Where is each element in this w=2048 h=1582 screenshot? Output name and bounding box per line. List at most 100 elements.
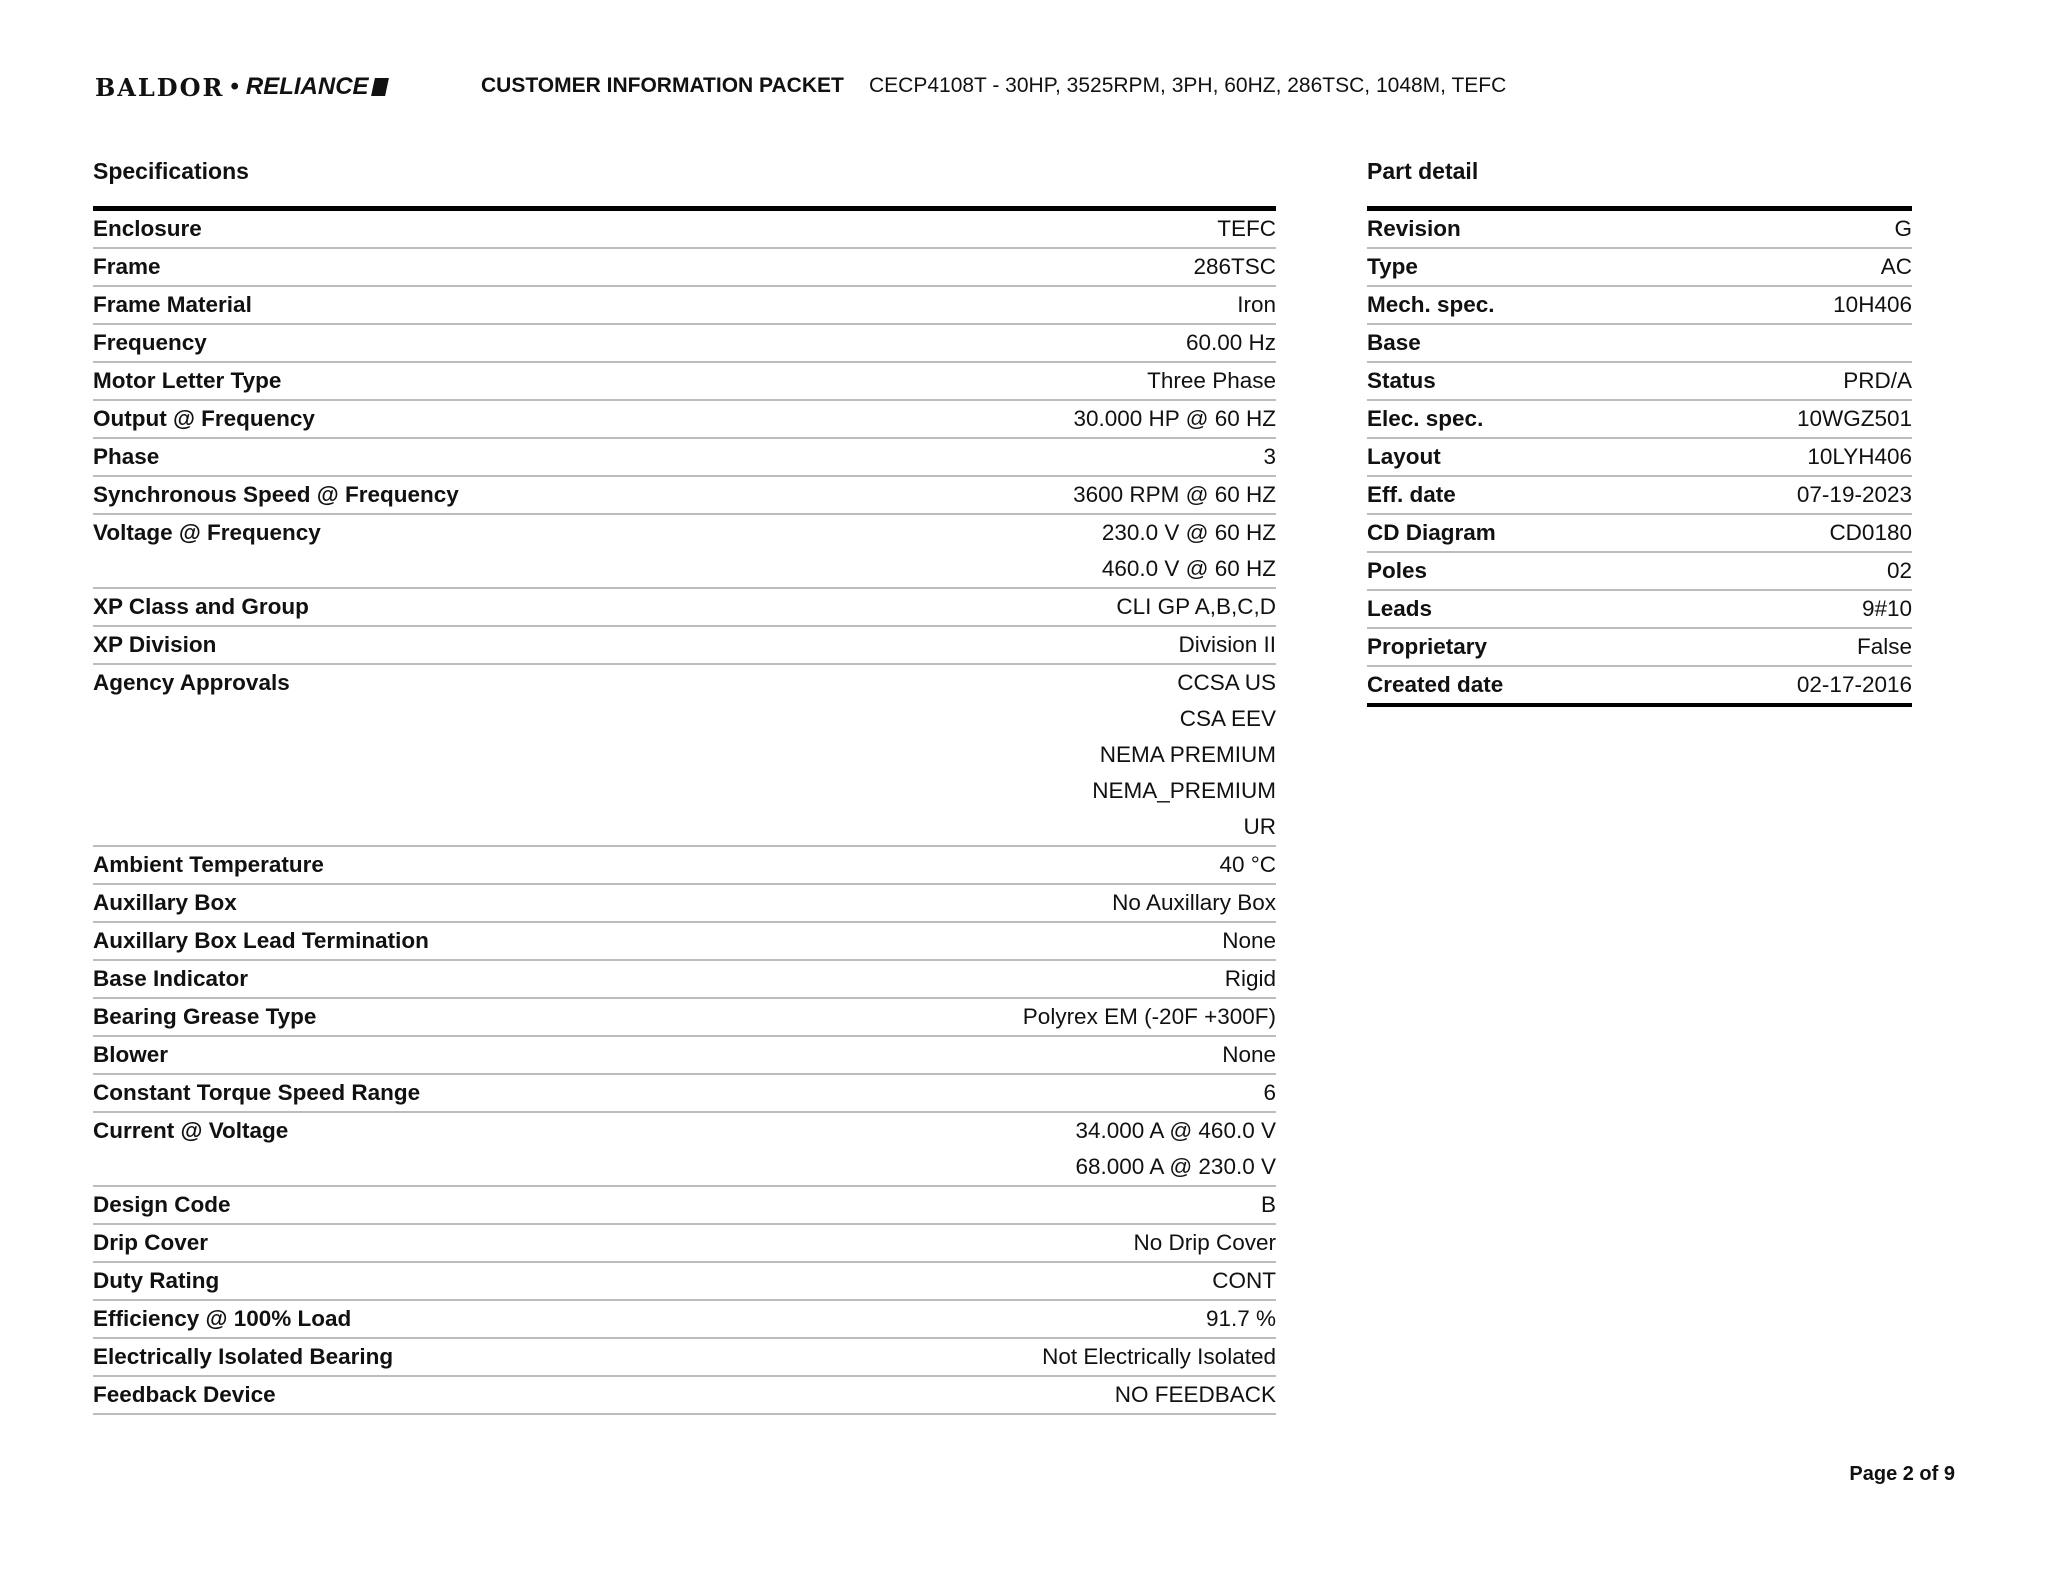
row-values: False (1857, 629, 1912, 665)
row-label: Frame (93, 254, 161, 279)
table-row: Mech. spec. 10H406 (1367, 287, 1912, 325)
row-label: Frame Material (93, 292, 252, 317)
row-values: 3 (1263, 439, 1276, 475)
baldor-reliance-logo: BALDOR • RELIANCE (95, 72, 389, 102)
row-label: Voltage @ Frequency (93, 520, 321, 545)
table-row: Drip Cover No Drip Cover (93, 1225, 1276, 1263)
row-values: 34.000 A @ 460.0 V 68.000 A @ 230.0 V (1075, 1113, 1276, 1185)
row-label: Feedback Device (93, 1382, 276, 1407)
row-label: Current @ Voltage (93, 1118, 289, 1143)
row-label: Efficiency @ 100% Load (93, 1306, 352, 1331)
row-value: Iron (1237, 292, 1276, 317)
row-label: Status (1367, 368, 1436, 393)
row-value: 230.0 V @ 60 HZ (1101, 520, 1276, 545)
row-value: 02 (1886, 558, 1912, 583)
row-value: NO FEEDBACK (1114, 1382, 1276, 1407)
row-value: 10WGZ501 (1796, 406, 1912, 431)
row-values: None (1222, 923, 1276, 959)
row-values: 9#10 (1862, 591, 1912, 627)
table-row: Design Code B (93, 1187, 1276, 1225)
row-value: CLI GP A,B,C,D (1116, 594, 1276, 619)
table-row: Synchronous Speed @ Frequency 3600 RPM @ … (93, 477, 1276, 515)
row-label: Eff. date (1367, 482, 1456, 507)
row-values: 10H406 (1833, 287, 1912, 323)
row-values: CONT (1212, 1263, 1276, 1299)
row-values: 3600 RPM @ 60 HZ (1073, 477, 1276, 513)
row-value: No Drip Cover (1133, 1230, 1276, 1255)
table-row: Proprietary False (1367, 629, 1912, 667)
row-label: Bearing Grease Type (93, 1004, 317, 1029)
row-value: UR (1243, 814, 1277, 839)
row-value: Polyrex EM (-20F +300F) (1022, 1004, 1276, 1029)
row-label: Created date (1367, 672, 1504, 697)
row-value: NEMA_PREMIUM (1092, 778, 1276, 803)
table-row: Duty Rating CONT (93, 1263, 1276, 1301)
row-value: 07-19-2023 (1796, 482, 1912, 507)
table-row: Eff. date 07-19-2023 (1367, 477, 1912, 515)
row-label: Electrically Isolated Bearing (93, 1344, 394, 1369)
row-label: Blower (93, 1042, 169, 1067)
specifications-title: Specifications (93, 158, 249, 184)
logo-dot: • (230, 73, 240, 100)
row-label: Motor Letter Type (93, 368, 282, 393)
row-value: 9#10 (1861, 596, 1912, 621)
table-row: Electrically Isolated Bearing Not Electri… (93, 1339, 1276, 1377)
row-label: Drip Cover (93, 1230, 209, 1255)
table-row: Blower None (93, 1037, 1276, 1075)
page-number: Page 2 of 9 (1849, 1463, 1955, 1485)
table-row: XP Division Division II (93, 627, 1276, 665)
row-label: Constant Torque Speed Range (93, 1080, 421, 1105)
row-value: CCSA US (1177, 670, 1276, 695)
row-value: Rigid (1224, 966, 1276, 991)
row-values: PRD/A (1843, 363, 1912, 399)
table-row: Phase 3 (93, 439, 1276, 477)
row-values: Division II (1178, 627, 1276, 663)
row-value: Not Electrically Isolated (1042, 1344, 1276, 1369)
row-label: XP Division (93, 632, 217, 657)
row-value: 34.000 A @ 460.0 V (1075, 1118, 1276, 1143)
row-value: CONT (1212, 1268, 1276, 1293)
row-label: Output @ Frequency (93, 406, 315, 431)
row-values: 60.00 Hz (1186, 325, 1276, 361)
row-value: 286TSC (1193, 254, 1276, 279)
table-row: Auxillary Box Lead Termination None (93, 923, 1276, 961)
row-label: Enclosure (93, 216, 202, 241)
table-row: Auxillary Box No Auxillary Box (93, 885, 1276, 923)
row-label: Revision (1367, 216, 1461, 241)
row-value: TEFC (1217, 216, 1276, 241)
row-label: Base (1367, 330, 1421, 355)
row-label: Proprietary (1367, 634, 1488, 659)
row-values: 40 °C (1219, 847, 1276, 883)
logo-mark-icon (370, 78, 389, 96)
table-row: Created date 02-17-2016 (1367, 667, 1912, 703)
table-row: Base (1367, 325, 1912, 363)
row-value: 91.7 % (1205, 1306, 1276, 1331)
table-row: Frame Material Iron (93, 287, 1276, 325)
row-label: Layout (1367, 444, 1441, 469)
row-value: CD0180 (1829, 520, 1912, 545)
row-value: G (1894, 216, 1912, 241)
row-values: 02 (1887, 553, 1912, 589)
row-values: 30.000 HP @ 60 HZ (1073, 401, 1276, 437)
row-label: Phase (93, 444, 160, 469)
row-values: 6 (1263, 1075, 1276, 1111)
row-values: 286TSC (1193, 249, 1276, 285)
row-value: NEMA PREMIUM (1099, 742, 1276, 767)
row-label: Base Indicator (93, 966, 249, 991)
row-values: 02-17-2016 (1797, 667, 1912, 703)
table-row: Feedback Device NO FEEDBACK (93, 1377, 1276, 1415)
part-detail-title: Part detail (1367, 158, 1479, 184)
row-value: Division II (1178, 632, 1276, 657)
table-row: Frame 286TSC (93, 249, 1276, 287)
table-row: Layout 10LYH406 (1367, 439, 1912, 477)
row-values: 91.7 % (1206, 1301, 1276, 1337)
table-row: Voltage @ Frequency 230.0 V @ 60 HZ 460.0 … (93, 515, 1276, 589)
row-value: None (1222, 928, 1276, 953)
row-values: TEFC (1217, 211, 1276, 247)
row-values: 10WGZ501 (1797, 401, 1912, 437)
row-label: Auxillary Box (93, 890, 237, 915)
row-value: B (1260, 1192, 1276, 1217)
row-value: Three Phase (1147, 368, 1276, 393)
row-label: CD Diagram (1367, 520, 1496, 545)
row-values: G (1894, 211, 1912, 247)
